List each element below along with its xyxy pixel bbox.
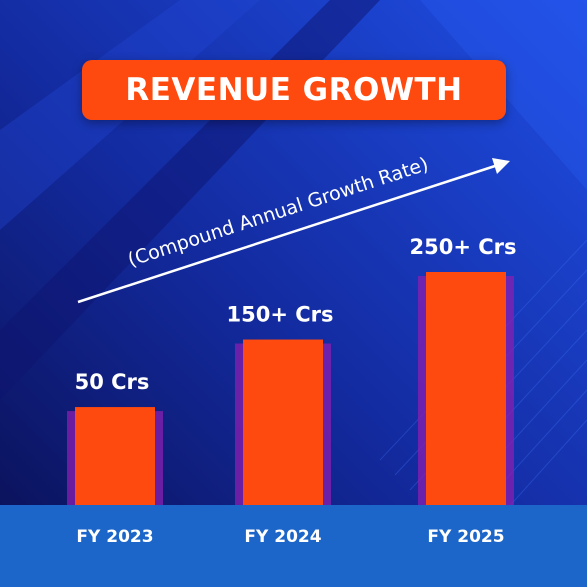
value-label: 250+ Crs (409, 235, 516, 259)
chart-title: REVENUE GROWTH (125, 72, 463, 108)
arrow-head-icon (492, 158, 510, 174)
bar-fy-2025 (426, 272, 506, 505)
category-label: FY 2023 (76, 527, 153, 547)
cagr-label: (Compound Annual Growth Rate) (125, 153, 431, 271)
value-label: 50 Crs (75, 370, 150, 394)
category-labels-group: FY 2023 FY 2024 FY 2025 (76, 527, 504, 547)
bar-fy-2023 (75, 407, 155, 505)
baseline-band (0, 505, 587, 587)
value-labels-group: 50 Crs 150+ Crs 250+ Crs (75, 235, 517, 394)
value-label: 150+ Crs (226, 303, 333, 327)
category-label: FY 2024 (244, 527, 321, 547)
bars-group (67, 272, 514, 505)
bar-fy-2024 (243, 339, 323, 505)
title-banner: REVENUE GROWTH (82, 60, 506, 120)
growth-arrow-line (77, 164, 496, 304)
category-label: FY 2025 (427, 527, 504, 547)
